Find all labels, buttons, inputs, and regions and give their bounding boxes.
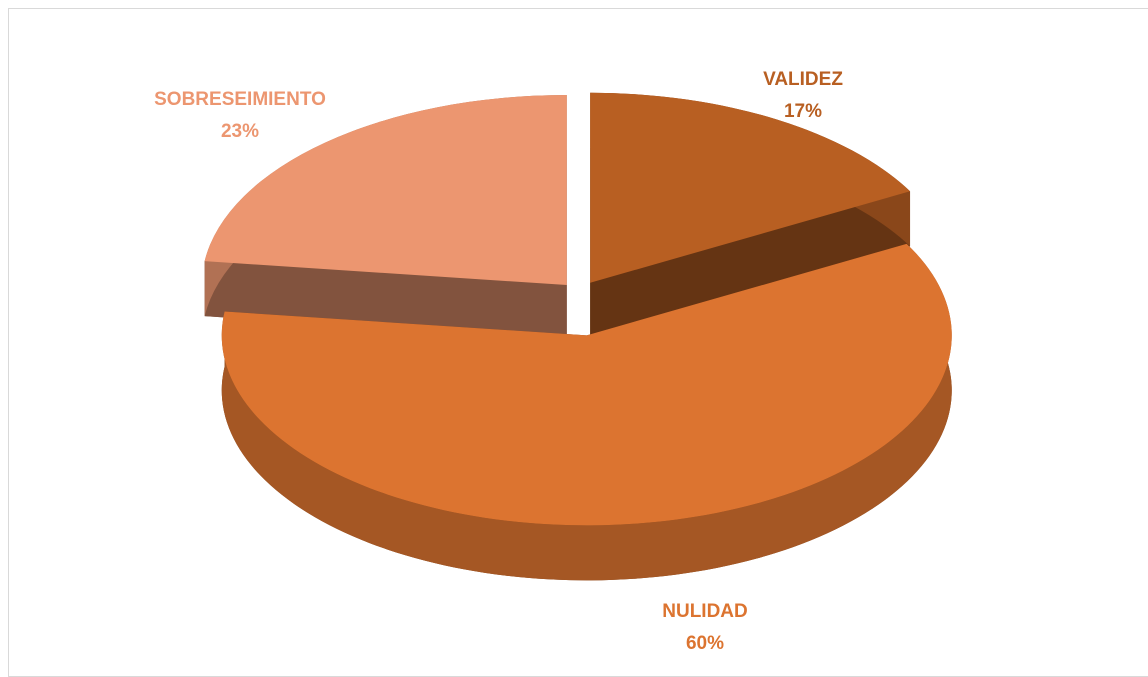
data-label-value: 60% — [686, 633, 724, 654]
data-label-value: 23% — [221, 121, 259, 142]
slice-top — [204, 94, 567, 285]
pie-slice — [590, 92, 911, 338]
slice-top — [221, 243, 952, 526]
pie-slice — [221, 243, 952, 581]
data-label-category: SOBRESEIMIENTO — [154, 89, 326, 110]
slice-radial-wall — [590, 191, 911, 338]
pie-slice — [204, 94, 567, 340]
data-label-category: NULIDAD — [662, 601, 748, 622]
data-label-value: 17% — [784, 101, 822, 122]
slice-top — [590, 92, 911, 283]
data-label-category: VALIDEZ — [763, 69, 843, 90]
